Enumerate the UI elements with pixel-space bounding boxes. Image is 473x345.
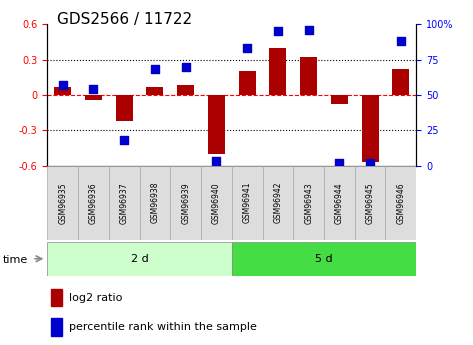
Text: GSM96935: GSM96935 [58, 182, 67, 224]
Bar [355, 166, 385, 240]
Bar [51, 318, 62, 336]
Point [305, 27, 312, 32]
Point [59, 82, 66, 88]
Point [120, 137, 128, 143]
Bar [116, 95, 132, 121]
Bar [263, 166, 293, 240]
Text: GDS2566 / 11722: GDS2566 / 11722 [57, 12, 192, 27]
Bar [85, 95, 102, 100]
Bar [109, 166, 140, 240]
Point [397, 38, 405, 44]
Point [243, 46, 251, 51]
Text: GSM96937: GSM96937 [120, 182, 129, 224]
Text: GSM96943: GSM96943 [304, 182, 313, 224]
Text: GSM96942: GSM96942 [273, 182, 282, 224]
Point [274, 28, 282, 34]
Bar [300, 57, 317, 95]
Point [90, 87, 97, 92]
Bar [293, 166, 324, 240]
Text: GSM96946: GSM96946 [396, 182, 405, 224]
Text: GSM96939: GSM96939 [181, 182, 190, 224]
Bar [239, 71, 255, 95]
Point [366, 160, 374, 166]
Bar [385, 166, 416, 240]
Text: GSM96944: GSM96944 [335, 182, 344, 224]
Bar [54, 87, 71, 95]
Bar [147, 87, 163, 95]
Text: GSM96940: GSM96940 [212, 182, 221, 224]
Bar [170, 166, 201, 240]
Text: GSM96941: GSM96941 [243, 182, 252, 224]
Bar [47, 241, 232, 276]
Text: 5 d: 5 d [315, 254, 333, 264]
Text: percentile rank within the sample: percentile rank within the sample [70, 322, 257, 332]
Bar [324, 166, 355, 240]
Bar [51, 289, 62, 306]
Bar [232, 241, 416, 276]
Text: GSM96938: GSM96938 [150, 182, 159, 224]
Bar [393, 69, 409, 95]
Bar [232, 166, 263, 240]
Bar [47, 166, 78, 240]
Bar [331, 95, 348, 104]
Text: log2 ratio: log2 ratio [70, 293, 123, 303]
Text: GSM96936: GSM96936 [89, 182, 98, 224]
Point [213, 159, 220, 164]
Bar [270, 48, 286, 95]
Bar [208, 95, 225, 154]
Bar [201, 166, 232, 240]
Bar [362, 95, 378, 162]
Text: 2 d: 2 d [131, 254, 149, 264]
Bar [78, 166, 109, 240]
Point [151, 67, 159, 72]
Point [182, 64, 189, 69]
Bar [177, 86, 194, 95]
Text: GSM96945: GSM96945 [366, 182, 375, 224]
Text: time: time [2, 256, 27, 265]
Bar [140, 166, 170, 240]
Point [336, 160, 343, 166]
